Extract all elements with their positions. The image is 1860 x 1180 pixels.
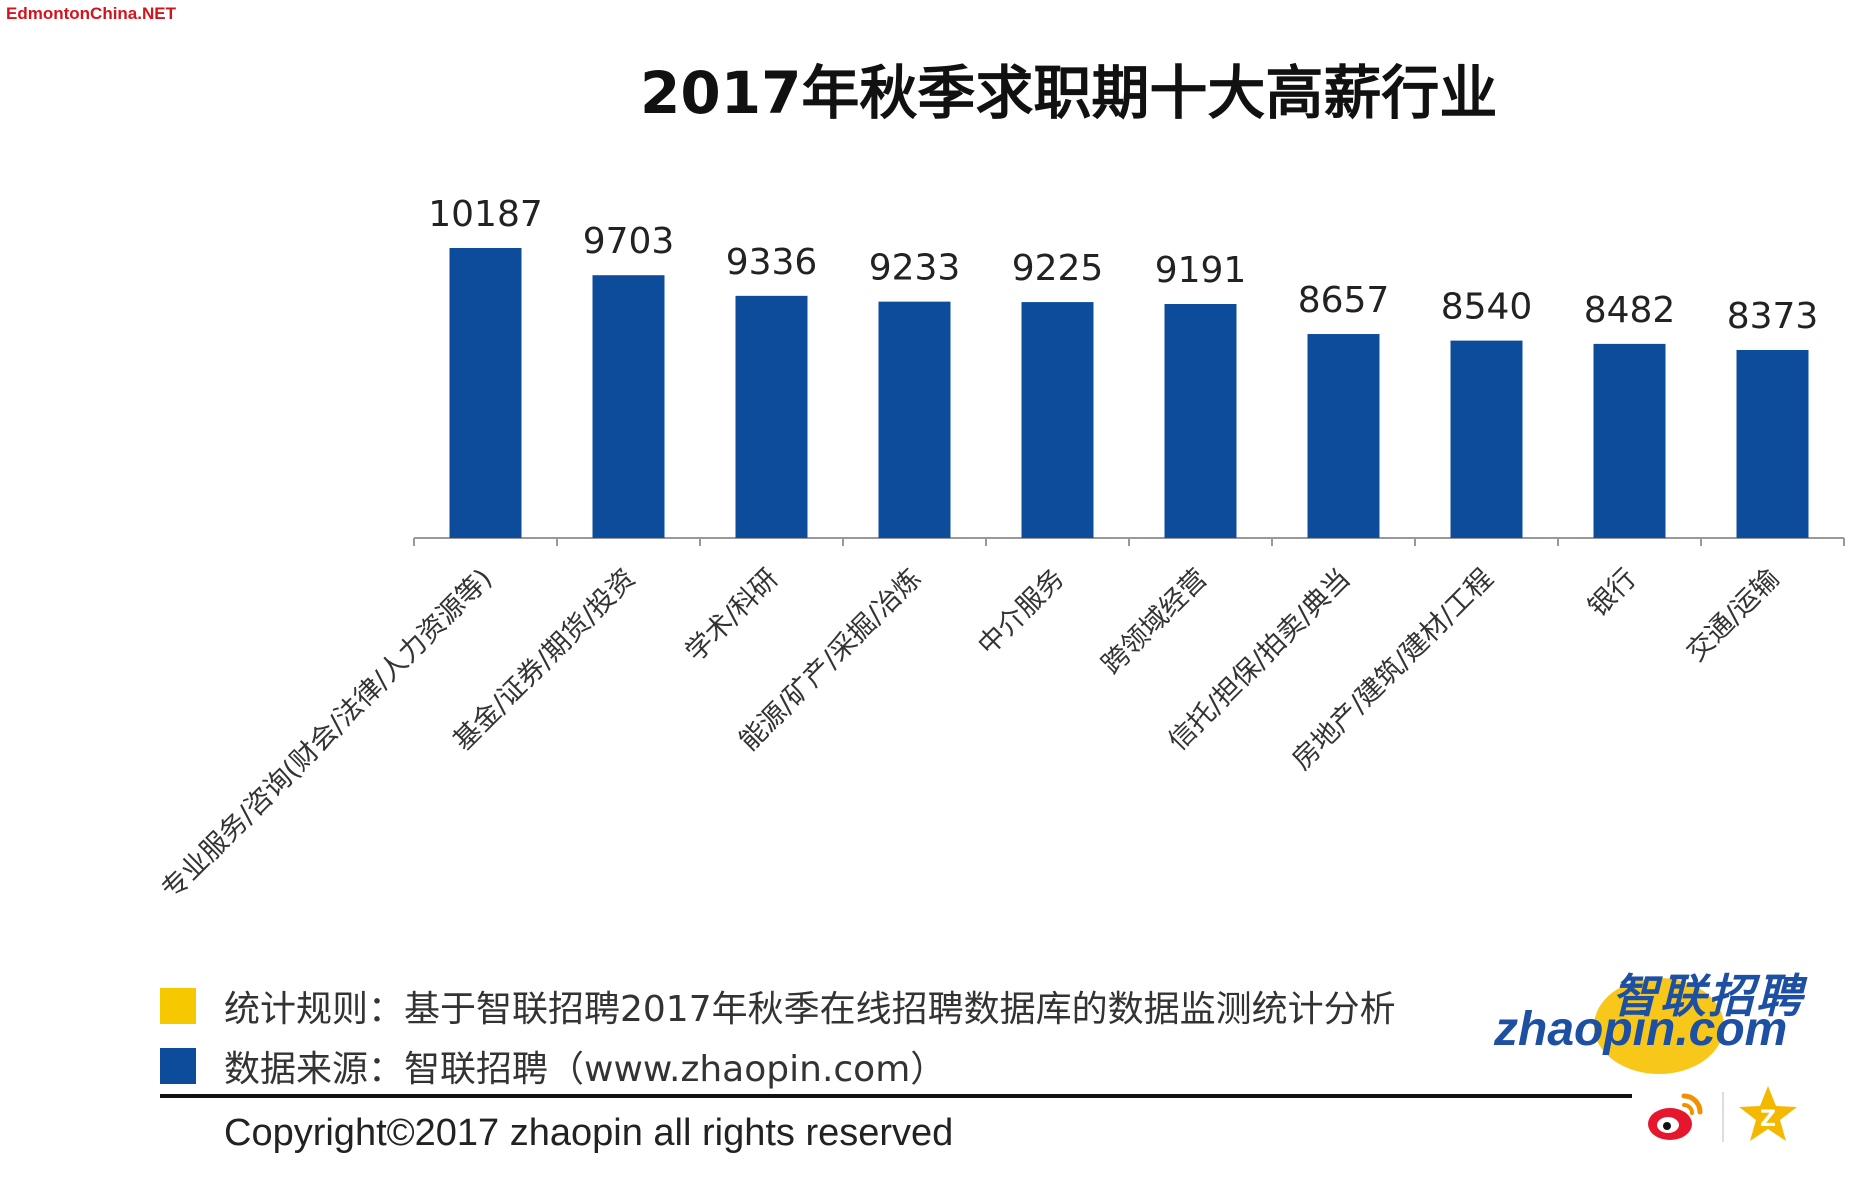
category-label: 银行 [1582, 563, 1642, 623]
category-label: 跨领域经营 [1096, 563, 1213, 680]
bar-value-label: 8657 [1298, 280, 1390, 321]
bar-value-label: 9225 [1012, 248, 1104, 289]
bar-4 [878, 301, 951, 538]
footer-divider [160, 1094, 1632, 1098]
rule-swatch [160, 988, 196, 1024]
bar-value-label: 9233 [869, 248, 961, 289]
bar-2 [592, 275, 665, 538]
category-label: 交通/运输 [1681, 563, 1786, 668]
copyright-text: Copyright©2017 zhaopin all rights reserv… [224, 1112, 954, 1154]
bar-8 [1450, 340, 1523, 538]
footer-source-text: 数据来源：智联招聘（www.zhaopin.com） [224, 1049, 947, 1090]
star-icon[interactable]: Z [1736, 1082, 1800, 1146]
footer-source-row: 数据来源：智联招聘（www.zhaopin.com） [160, 1040, 946, 1092]
bar-value-label: 8373 [1727, 296, 1819, 337]
logo-cn-text: 智联招聘 [1612, 969, 1804, 1023]
category-label: 中介服务 [972, 563, 1070, 661]
footer-rule-text: 统计规则：基于智联招聘2017年秋季在线招聘数据库的数据监测统计分析 [224, 989, 1396, 1030]
bar-value-label: 9703 [583, 221, 675, 262]
weibo-icon[interactable] [1644, 1086, 1704, 1146]
bar-value-label: 10187 [428, 194, 543, 235]
logo-en-text: zhaopin.com [1494, 1003, 1788, 1056]
footer-rule-row: 统计规则：基于智联招聘2017年秋季在线招聘数据库的数据监测统计分析 [160, 980, 1396, 1032]
bar-7 [1307, 334, 1380, 538]
bar-value-label: 9336 [726, 242, 818, 283]
bar-9 [1593, 343, 1666, 538]
bar-value-label: 9191 [1155, 250, 1247, 291]
bar-value-label: 8482 [1584, 290, 1676, 331]
source-swatch [160, 1048, 196, 1084]
bar-3 [735, 295, 808, 538]
icon-separator [1722, 1092, 1724, 1142]
bar-6 [1164, 304, 1237, 538]
bar-10 [1736, 350, 1809, 538]
bar-1 [449, 248, 522, 538]
svg-text:Z: Z [1760, 1107, 1776, 1132]
chart-title: 2017年秋季求职期十大高薪行业 [640, 59, 1498, 127]
watermark: EdmontonChina.NET [6, 4, 176, 23]
bar-value-label: 8540 [1441, 287, 1533, 328]
bar-chart: 10187专业服务/咨询(财会/法律/人力资源等)9703基金/证券/期货/投资… [156, 194, 1845, 906]
zhaopin-logo: 智联招聘 zhaopin.com [1494, 960, 1810, 1080]
bar-5 [1021, 302, 1094, 538]
category-label: 学术/科研 [680, 563, 785, 668]
